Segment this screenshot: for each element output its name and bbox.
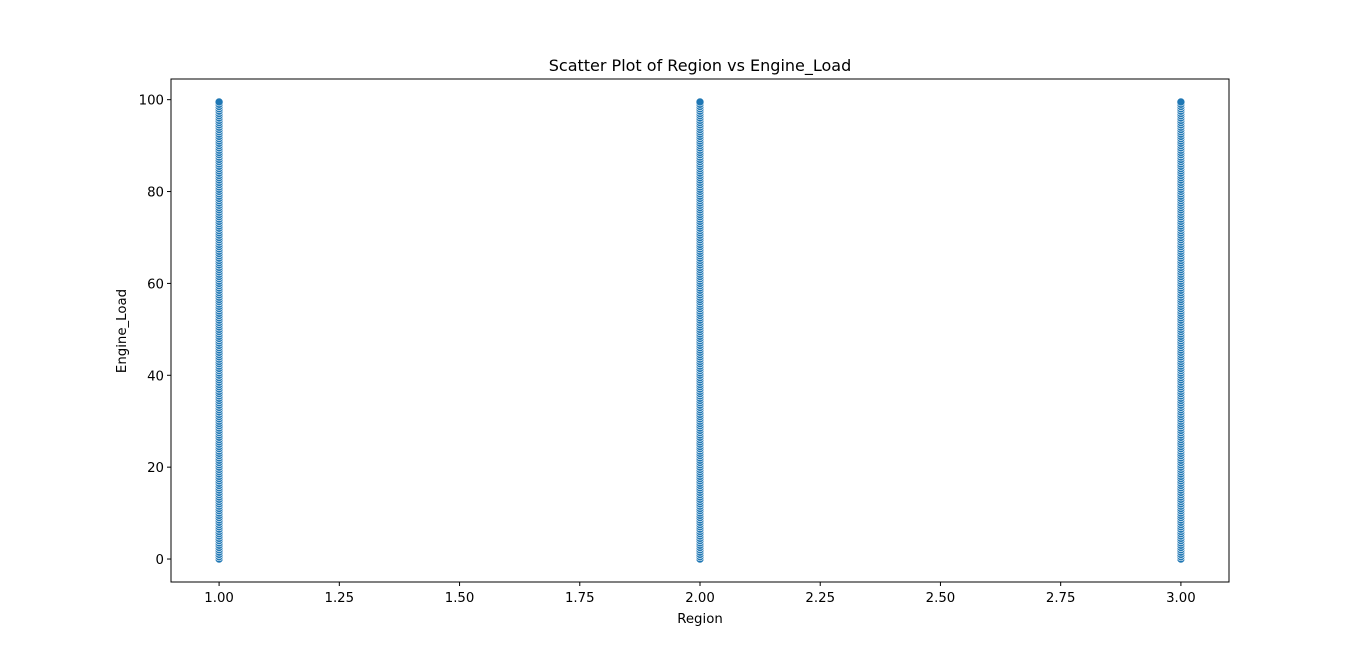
x-tick-label: 2.00 [685, 591, 715, 606]
x-tick-label: 2.25 [805, 591, 835, 606]
y-tick-label: 60 [147, 277, 164, 292]
data-points [214, 97, 1186, 564]
x-tick-label: 3.00 [1166, 591, 1196, 606]
x-tick-label: 1.00 [204, 591, 234, 606]
x-tick-label: 1.25 [325, 591, 355, 606]
y-tick-label: 0 [156, 553, 164, 568]
scatter-point [1176, 97, 1186, 107]
x-axis-ticks: 1.00 1.25 1.50 1.75 2.00 2.25 2.50 2.75 3.00 [204, 582, 1196, 606]
scatter-point [214, 97, 224, 107]
x-tick-label: 2.75 [1046, 591, 1076, 606]
y-tick-label: 20 [147, 461, 164, 476]
chart-title: Scatter Plot of Region vs Engine_Load [549, 56, 852, 76]
scatter-point [695, 97, 705, 107]
x-tick-label: 1.50 [445, 591, 475, 606]
y-tick-label: 100 [139, 94, 164, 109]
x-tick-label: 2.50 [926, 591, 956, 606]
x-axis-label: Region [677, 612, 723, 627]
y-tick-label: 40 [147, 369, 164, 384]
y-axis-label: Engine_Load [115, 289, 130, 373]
y-axis-ticks: 0 20 40 60 80 100 [139, 94, 171, 568]
x-tick-label: 1.75 [565, 591, 595, 606]
y-tick-label: 80 [147, 186, 164, 201]
